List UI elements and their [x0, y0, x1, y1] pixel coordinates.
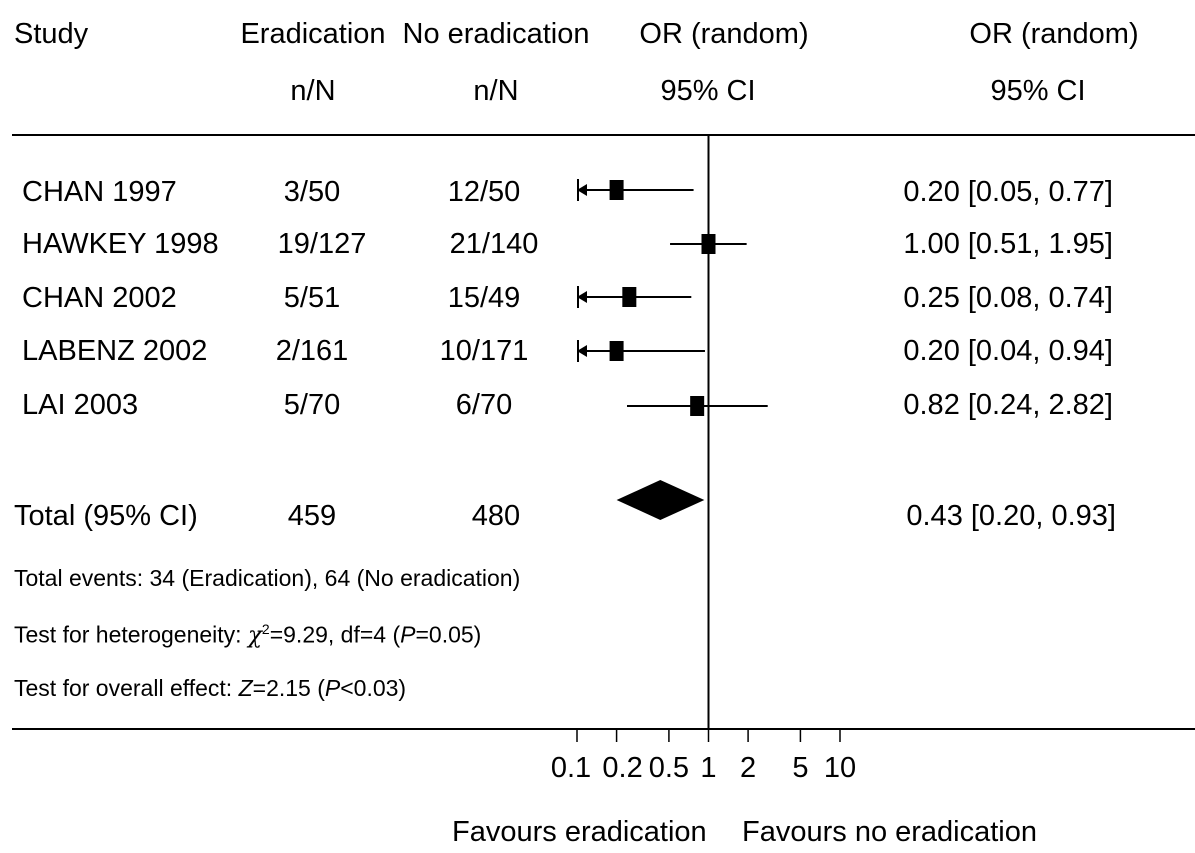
x-axis-tick-label: 0.2	[602, 752, 643, 784]
point-estimate	[609, 341, 624, 361]
x-axis-tick-label: 1	[700, 752, 717, 784]
total-eradication: 459	[287, 500, 337, 532]
point-estimate	[690, 396, 705, 416]
eradication-count: 2/161	[275, 335, 349, 367]
study-name: CHAN 1997	[22, 176, 177, 208]
header-no-eradication: No eradication	[402, 18, 590, 50]
z-symbol: Z	[238, 675, 253, 701]
or-ci-value: 0.25 [0.08, 0.74]	[903, 282, 1113, 314]
x-axis-tick-label: 5	[792, 752, 809, 784]
favours-no-eradication-label: Favours no eradication	[742, 816, 1037, 848]
total-no-eradication: 480	[471, 500, 521, 532]
heterogeneity-p: =0.05)	[415, 621, 482, 648]
bottom-rule	[12, 728, 1195, 730]
header-ci-plot: 95% CI	[660, 75, 756, 107]
header-or-plot: OR (random)	[639, 18, 809, 50]
total-label: Total (95% CI)	[14, 500, 198, 532]
or-ci-value: 0.20 [0.05, 0.77]	[903, 176, 1113, 208]
no-eradication-count: 21/140	[449, 228, 539, 260]
point-estimate	[622, 287, 637, 307]
header-study: Study	[14, 18, 89, 50]
favours-eradication-label: Favours eradication	[452, 816, 707, 848]
pooled-diamond	[616, 480, 705, 520]
heterogeneity-prefix: Test for heterogeneity:	[14, 621, 248, 648]
total-or-ci-value: 0.43 [0.20, 0.93]	[906, 500, 1116, 532]
eradication-count: 5/51	[283, 282, 341, 314]
eradication-count: 5/70	[283, 389, 341, 421]
header-eradication: Eradication	[240, 18, 386, 50]
study-name: HAWKEY 1998	[22, 228, 219, 260]
header-no-eradication-nn: n/N	[473, 75, 519, 107]
ci-arrow	[577, 184, 587, 196]
x-axis-tick-label: 2	[740, 752, 757, 784]
p-symbol: P	[400, 621, 416, 648]
no-eradication-count: 15/49	[447, 282, 521, 314]
header-or-value: OR (random)	[969, 18, 1139, 50]
chi-superscript: 2	[261, 621, 270, 637]
ci-arrow	[577, 291, 587, 303]
study-name: LABENZ 2002	[22, 335, 208, 367]
header-ci-value: 95% CI	[990, 75, 1086, 107]
eradication-count: 3/50	[283, 176, 341, 208]
overall-stat: =2.15 (	[252, 675, 325, 701]
eradication-count: 19/127	[277, 228, 367, 260]
header-eradication-nn: n/N	[290, 75, 336, 107]
point-estimate	[701, 234, 716, 254]
heterogeneity-note: Test for heterogeneity: χ2=9.29, df=4 (P…	[14, 622, 481, 648]
x-axis-tick-label: 0.5	[648, 752, 690, 784]
overall-effect-note: Test for overall effect: Z=2.15 (P<0.03)	[14, 677, 406, 700]
header-rule	[12, 134, 1195, 136]
chi-symbol: χ	[247, 622, 262, 649]
study-name: CHAN 2002	[22, 282, 177, 314]
study-name: LAI 2003	[22, 389, 139, 421]
no-eradication-count: 6/70	[455, 389, 513, 421]
x-axis-tick-label: 10	[823, 752, 857, 784]
p-symbol: P	[324, 675, 341, 701]
ci-arrow	[577, 345, 587, 357]
no-eradication-count: 10/171	[439, 335, 529, 367]
heterogeneity-stat: =9.29, df=4 (	[269, 621, 401, 648]
overall-prefix: Test for overall effect:	[14, 675, 239, 701]
or-ci-value: 0.82 [0.24, 2.82]	[903, 389, 1113, 421]
or-ci-value: 1.00 [0.51, 1.95]	[903, 228, 1113, 260]
point-estimate	[609, 180, 624, 200]
overall-p: <0.03)	[340, 675, 407, 701]
no-eradication-count: 12/50	[447, 176, 521, 208]
total-events-note: Total events: 34 (Eradication), 64 (No e…	[14, 565, 521, 591]
x-axis-tick-label: 0.1	[550, 752, 592, 784]
or-ci-value: 0.20 [0.04, 0.94]	[903, 335, 1113, 367]
